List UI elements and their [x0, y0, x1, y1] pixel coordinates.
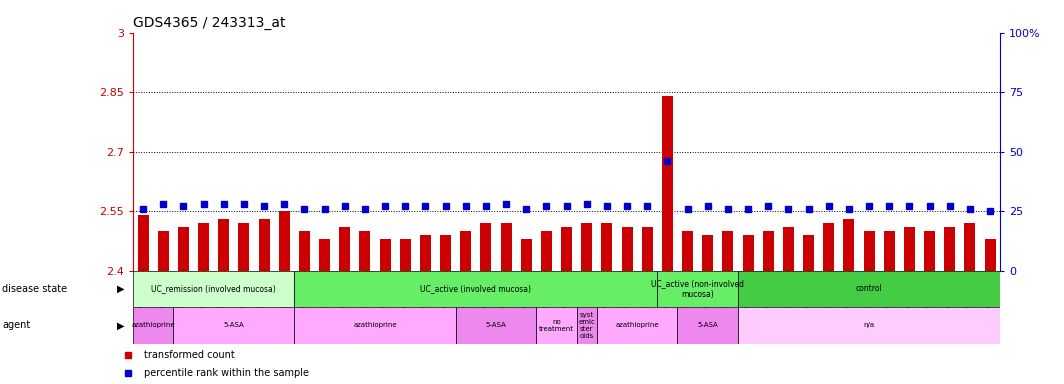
Text: no
treatment: no treatment	[539, 319, 573, 332]
Text: 5-ASA: 5-ASA	[485, 323, 506, 328]
Bar	[440, 235, 451, 271]
Text: ▶: ▶	[117, 284, 124, 294]
Bar	[844, 219, 854, 271]
Bar	[924, 231, 935, 271]
Bar	[903, 227, 915, 271]
Bar	[319, 239, 330, 271]
Bar	[682, 231, 693, 271]
Bar	[722, 231, 733, 271]
Bar	[259, 219, 269, 271]
Bar	[763, 231, 774, 271]
Bar	[380, 239, 390, 271]
Bar	[536, 307, 577, 344]
Bar	[702, 235, 713, 271]
Bar	[561, 227, 572, 271]
Bar	[295, 307, 455, 344]
Bar	[279, 211, 289, 271]
Bar	[400, 239, 411, 271]
Text: agent: agent	[2, 320, 31, 331]
Bar	[601, 223, 613, 271]
Text: syst
emic
ster
oids: syst emic ster oids	[579, 312, 595, 339]
Text: UC_remission (involved mucosa): UC_remission (involved mucosa)	[151, 285, 276, 293]
Text: control: control	[855, 285, 882, 293]
Bar	[178, 227, 189, 271]
Bar	[864, 231, 875, 271]
Bar	[461, 231, 471, 271]
Bar	[678, 307, 738, 344]
Bar	[884, 231, 895, 271]
Bar	[133, 271, 295, 307]
Bar	[238, 223, 249, 271]
Bar	[658, 271, 738, 307]
Bar	[299, 231, 310, 271]
Bar	[500, 223, 512, 271]
Bar	[339, 227, 350, 271]
Text: n/a: n/a	[864, 323, 875, 328]
Text: azathioprine: azathioprine	[353, 323, 397, 328]
Bar	[944, 227, 955, 271]
Bar	[621, 227, 633, 271]
Text: 5-ASA: 5-ASA	[223, 323, 245, 328]
Bar	[597, 307, 678, 344]
Bar	[420, 235, 431, 271]
Bar	[173, 307, 295, 344]
Bar	[743, 235, 753, 271]
Text: UC_active (non-involved
mucosa): UC_active (non-involved mucosa)	[651, 279, 744, 299]
Bar	[295, 271, 658, 307]
Text: transformed count: transformed count	[144, 350, 234, 360]
Bar	[198, 223, 210, 271]
Bar	[455, 307, 536, 344]
Text: 5-ASA: 5-ASA	[697, 323, 718, 328]
Bar	[964, 223, 976, 271]
Text: GDS4365 / 243313_at: GDS4365 / 243313_at	[133, 16, 285, 30]
Bar	[581, 223, 593, 271]
Bar	[738, 307, 1000, 344]
Bar	[137, 215, 149, 271]
Bar	[738, 271, 1000, 307]
Bar	[218, 219, 230, 271]
Bar	[783, 227, 794, 271]
Bar	[133, 307, 173, 344]
Text: percentile rank within the sample: percentile rank within the sample	[144, 368, 309, 378]
Bar	[577, 307, 597, 344]
Text: azathioprine: azathioprine	[131, 323, 174, 328]
Bar	[157, 231, 169, 271]
Bar	[803, 235, 814, 271]
Bar	[642, 227, 653, 271]
Text: azathioprine: azathioprine	[615, 323, 659, 328]
Bar	[541, 231, 552, 271]
Bar	[360, 231, 370, 271]
Bar	[480, 223, 492, 271]
Text: UC_active (involved mucosa): UC_active (involved mucosa)	[420, 285, 531, 293]
Bar	[824, 223, 834, 271]
Bar	[520, 239, 532, 271]
Text: disease state: disease state	[2, 284, 67, 294]
Text: ▶: ▶	[117, 320, 124, 331]
Bar	[662, 96, 672, 271]
Bar	[984, 239, 996, 271]
